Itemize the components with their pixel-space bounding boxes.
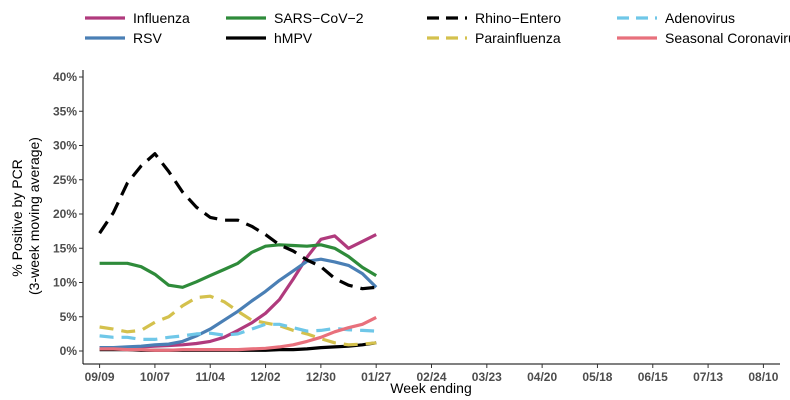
legend: Influenza RSV SARS−CoV−2 hMPV Rhino−Entero Pa… — [85, 10, 790, 46]
y-tick-label: 10% — [53, 276, 77, 290]
series-line-rsv — [99, 257, 378, 350]
x-tick-label: 02/24 — [416, 370, 446, 384]
series-line-sars-cov-2 — [99, 243, 378, 289]
legend-label-sars-cov-2: SARS−CoV−2 — [274, 10, 364, 26]
series-line-rhino-entero — [98, 152, 377, 291]
y-axis-title-line-1: % Positive by PCR — [9, 159, 25, 276]
axes-layer: 0% 5% 10% 15% 20% 25% 30% 35% 40% 09/09 10/07 11/04… — [53, 70, 780, 384]
x-tick-label: 03/23 — [472, 370, 502, 384]
legend-label-influenza: Influenza — [133, 10, 190, 26]
x-tick-label: 01/27 — [361, 370, 391, 384]
y-axis-title: % Positive by PCR (3-week moving average… — [9, 137, 42, 295]
legend-label-rhino-entero: Rhino−Entero — [475, 10, 561, 26]
series-layer — [98, 152, 378, 352]
x-tick-label: 11/04 — [196, 370, 226, 384]
y-tick-label: 25% — [53, 173, 77, 187]
series-line-seasonal-coronavirus — [99, 315, 377, 352]
x-tick-label: 06/15 — [638, 370, 668, 384]
y-tick-label: 30% — [53, 139, 77, 153]
y-tick-label: 0% — [60, 344, 78, 358]
y-tick-label: 35% — [53, 104, 77, 118]
x-tick-label: 10/07 — [140, 370, 170, 384]
x-tick-label: 05/18 — [582, 370, 612, 384]
legend-label-seasonal-coronavirus: Seasonal Coronavirus — [665, 30, 790, 46]
legend-label-adenovirus: Adenovirus — [665, 10, 735, 26]
y-axis-title-line-2: (3-week moving average) — [26, 137, 42, 295]
y-tick-label: 20% — [53, 207, 77, 221]
y-tick-label: 15% — [53, 241, 77, 255]
x-tick-label: 07/13 — [693, 370, 723, 384]
x-axis-title: Week ending — [390, 380, 471, 396]
x-tick-label: 04/20 — [527, 370, 557, 384]
x-tick-label: 12/30 — [306, 370, 336, 384]
series-line-parainfluenza — [99, 294, 377, 347]
series-line-adenovirus — [99, 322, 377, 341]
legend-label-rsv: RSV — [133, 30, 162, 46]
y-tick-label: 40% — [53, 70, 77, 84]
legend-label-hmpv: hMPV — [274, 30, 313, 46]
x-tick-label: 09/09 — [85, 370, 115, 384]
y-tick-label: 5% — [60, 310, 78, 324]
legend-label-parainfluenza: Parainfluenza — [475, 30, 561, 46]
x-tick-label: 12/02 — [251, 370, 281, 384]
x-tick-label: 08/10 — [748, 370, 778, 384]
plot-area: 0% 5% 10% 15% 20% 25% 30% 35% 40% 09/09 10/07 11/04… — [53, 70, 780, 384]
